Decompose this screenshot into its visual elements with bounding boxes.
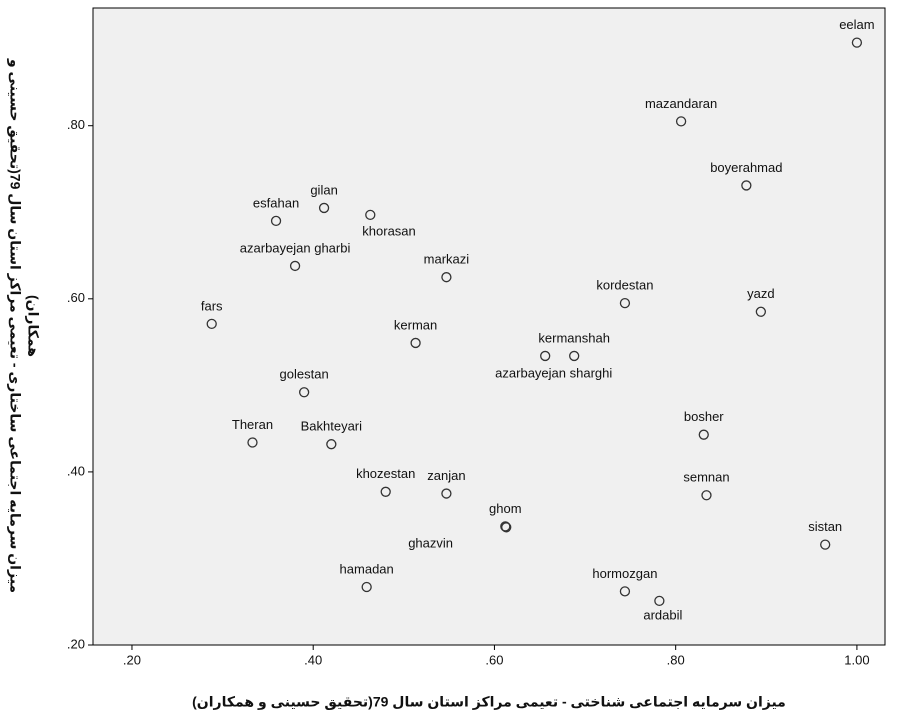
point bbox=[701, 490, 712, 501]
point-label: boyerahmad bbox=[710, 160, 782, 175]
point-label: khorasan bbox=[362, 223, 415, 238]
point bbox=[289, 260, 301, 272]
point-label: esfahan bbox=[253, 195, 299, 210]
point bbox=[270, 215, 282, 227]
point bbox=[501, 522, 512, 533]
point-label: hormozgan bbox=[592, 566, 657, 581]
point-label: fars bbox=[201, 298, 223, 313]
point-label: kordestan bbox=[596, 278, 653, 293]
y-axis-title: میزان سرمایه اجتماعی ساختاری - تعیمی مرا… bbox=[6, 58, 23, 593]
point-label: bosher bbox=[684, 409, 724, 424]
x-tick-label: 1.00 bbox=[844, 652, 869, 667]
point-label: ghom bbox=[489, 501, 522, 516]
point-label: yazd bbox=[747, 286, 774, 301]
point-label: Bakhteyari bbox=[301, 419, 363, 434]
point bbox=[820, 539, 831, 550]
point bbox=[380, 486, 391, 497]
point bbox=[365, 209, 376, 221]
point bbox=[698, 429, 709, 440]
point bbox=[540, 350, 551, 362]
x-tick-label: .40 bbox=[304, 652, 322, 667]
point bbox=[654, 595, 665, 607]
point bbox=[318, 202, 330, 214]
x-axis-title: میزان سرمایه اجتماعی شناختی - تعیمی مراک… bbox=[192, 694, 786, 711]
point bbox=[410, 337, 421, 349]
point bbox=[619, 586, 631, 597]
x-tick-label: .60 bbox=[485, 652, 503, 667]
point bbox=[298, 387, 310, 398]
point-label: khozestan bbox=[356, 466, 415, 481]
point bbox=[206, 318, 217, 330]
point-label: ghazvin bbox=[408, 536, 453, 551]
point bbox=[326, 439, 337, 450]
x-tick-label: .80 bbox=[667, 652, 685, 667]
y-tick-label: .40 bbox=[67, 463, 85, 478]
plot-area bbox=[92, 7, 886, 646]
point bbox=[851, 37, 863, 48]
point-label: kerman bbox=[394, 317, 437, 332]
point-label: kermanshah bbox=[538, 330, 610, 345]
point bbox=[741, 180, 752, 191]
point-label: Theran bbox=[232, 417, 273, 432]
point-label: azarbayejan gharbi bbox=[240, 240, 351, 255]
point bbox=[755, 306, 767, 317]
point bbox=[500, 521, 511, 532]
point-label: hamadan bbox=[340, 561, 394, 576]
point-label: golestan bbox=[280, 367, 329, 382]
point bbox=[619, 297, 631, 309]
point-label: zanjan bbox=[427, 468, 465, 483]
point-label: sistan bbox=[808, 519, 842, 534]
point bbox=[441, 488, 452, 499]
point-label: semnan bbox=[683, 470, 729, 485]
point bbox=[247, 437, 258, 448]
point-label: markazi bbox=[424, 252, 470, 267]
y-tick-label: .80 bbox=[67, 117, 85, 132]
y-tick-label: .60 bbox=[67, 290, 85, 305]
point-label: eelam bbox=[839, 17, 874, 32]
point bbox=[569, 350, 580, 362]
point-label: ardabil bbox=[643, 607, 682, 622]
y-tick-label: .20 bbox=[67, 636, 85, 651]
x-tick-label: .20 bbox=[123, 652, 141, 667]
point-label: azarbayejan sharghi bbox=[495, 365, 612, 380]
point bbox=[361, 581, 372, 593]
y-axis-title: همکاران) bbox=[25, 295, 41, 357]
point-label: mazandaran bbox=[645, 96, 717, 111]
point-label: gilan bbox=[310, 182, 337, 197]
point bbox=[675, 116, 687, 127]
point bbox=[441, 272, 452, 283]
